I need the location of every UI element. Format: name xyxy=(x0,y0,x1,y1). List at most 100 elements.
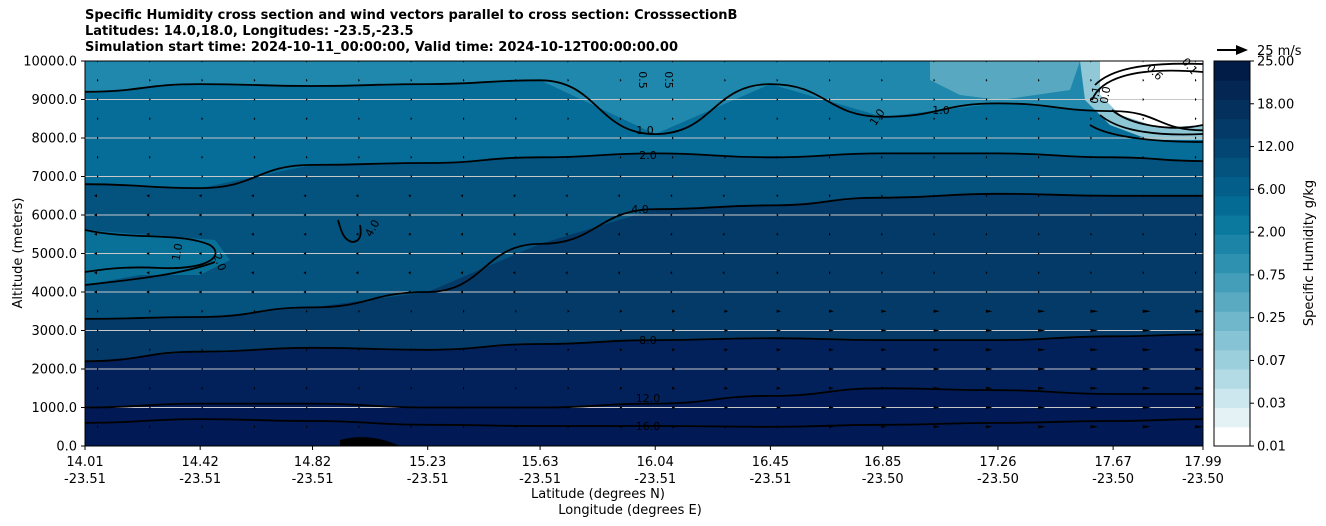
wind-vector xyxy=(829,328,834,333)
contour-segment-1 xyxy=(1094,62,1203,86)
wind-vector xyxy=(1038,213,1040,217)
wind-vector xyxy=(722,271,725,275)
wind-vector xyxy=(513,213,516,217)
wind-vector xyxy=(1038,117,1040,121)
colorbar-swatch xyxy=(1214,272,1250,293)
wind-vector xyxy=(410,174,413,179)
wind-vector xyxy=(463,117,465,121)
wind-vector xyxy=(672,117,674,121)
wind-vector xyxy=(881,425,887,429)
wind-vector xyxy=(829,97,831,102)
wind-vector xyxy=(513,251,516,256)
wind-vector xyxy=(672,328,676,333)
wind-vector xyxy=(146,251,150,256)
wind-vector xyxy=(358,367,360,371)
x-tick-label-lon: -23.51 xyxy=(292,472,334,487)
wind-vector xyxy=(1038,155,1040,159)
wind-vector xyxy=(463,328,465,333)
wind-vector xyxy=(619,367,623,371)
contour-segment-4 xyxy=(1099,114,1203,136)
wind-vector xyxy=(97,78,99,82)
wind-vector xyxy=(1142,213,1145,217)
wind-vector xyxy=(198,213,202,217)
colorbar-swatch xyxy=(1214,369,1250,389)
wind-vector xyxy=(567,367,570,371)
wind-vector xyxy=(408,194,411,198)
wind-vector xyxy=(829,155,831,159)
colorbar-tick-label: 0.25 xyxy=(1257,311,1286,326)
wind-vector xyxy=(933,271,936,275)
wind-vector xyxy=(1142,425,1152,429)
wind-vector xyxy=(1038,386,1046,390)
wind-vector xyxy=(201,425,204,429)
wind-vector xyxy=(670,232,673,236)
wind-vector xyxy=(1195,405,1203,410)
wind-vector xyxy=(515,309,517,313)
wind-vector xyxy=(201,348,204,352)
wind-vector xyxy=(1195,367,1203,371)
y-tick-label: 1000.0 xyxy=(32,401,78,416)
wind-reference-arrow-head xyxy=(1236,45,1248,55)
x-axis: 14.01 -23.51 14.42 -23.51 14.82 -23.51 15.23 -2… xyxy=(64,446,1224,487)
colorbar-frame xyxy=(1213,60,1251,447)
wind-vector xyxy=(619,78,622,82)
contour-segment-3 xyxy=(1111,109,1203,129)
wind-vector xyxy=(1090,117,1092,121)
wind-vector xyxy=(97,386,99,390)
chart-title-line-3: Simulation start time: 2024-10-11_00:00:… xyxy=(85,40,678,55)
wind-vector xyxy=(149,405,151,410)
x-tick-label-lat: 16.04 xyxy=(637,455,674,470)
wind-vector xyxy=(355,290,359,294)
wind-vector xyxy=(776,194,779,198)
wind-vector xyxy=(410,78,413,82)
colorbar-label: Specific Humidity g/kg xyxy=(1302,180,1317,326)
wind-vector xyxy=(881,309,887,313)
wind-vector xyxy=(149,367,151,371)
wind-vector xyxy=(408,271,411,275)
wind-vector xyxy=(776,386,781,390)
wind-vector xyxy=(303,194,307,198)
y-tick-label: 0.0 xyxy=(56,440,77,455)
wind-vector xyxy=(1090,386,1099,390)
wind-vector xyxy=(776,174,779,179)
colorbar-swatch xyxy=(1214,215,1250,235)
wind-vector xyxy=(724,309,729,313)
y-tick-label: 9000.0 xyxy=(32,93,78,108)
x-axis-label-lon: Longitude (degrees E) xyxy=(558,503,702,518)
wind-vector xyxy=(881,97,883,102)
wind-vector xyxy=(933,232,936,236)
wind-vector xyxy=(881,78,883,82)
contour-label: 4.0 xyxy=(631,203,649,216)
wind-vector xyxy=(722,213,725,217)
humidity-texture xyxy=(85,61,1203,446)
wind-vector xyxy=(358,425,360,429)
wind-vector xyxy=(1142,348,1152,352)
x-tick-label-lat: 17.67 xyxy=(1095,455,1132,470)
wind-vector xyxy=(463,97,465,102)
wind-vector xyxy=(1195,309,1203,313)
wind-vector xyxy=(355,251,359,256)
wind-vector xyxy=(355,232,359,236)
wind-vector xyxy=(201,328,204,333)
wind-vector xyxy=(410,425,413,429)
wind-vector xyxy=(355,194,359,198)
wind-vector xyxy=(253,78,256,82)
wind-vector xyxy=(201,136,204,140)
wind-vector xyxy=(619,155,622,159)
wind-reference-key: 25 m/s xyxy=(1217,44,1302,59)
wind-vector xyxy=(97,117,99,121)
wind-vector xyxy=(410,386,413,390)
wind-vector xyxy=(670,251,673,256)
wind-vector xyxy=(1090,405,1099,410)
contour-label: 0.1 xyxy=(1088,85,1104,104)
wind-vector xyxy=(1142,174,1145,179)
x-tick-label-lat: 14.82 xyxy=(294,455,331,470)
wind-vector xyxy=(565,271,568,275)
wind-vector xyxy=(933,78,936,82)
wind-vector xyxy=(306,174,308,179)
wind-vector xyxy=(463,174,465,179)
wind-vector xyxy=(776,328,781,333)
wind-vector xyxy=(1090,290,1092,294)
wind-vector xyxy=(1195,328,1203,333)
wind-vector xyxy=(306,155,308,159)
